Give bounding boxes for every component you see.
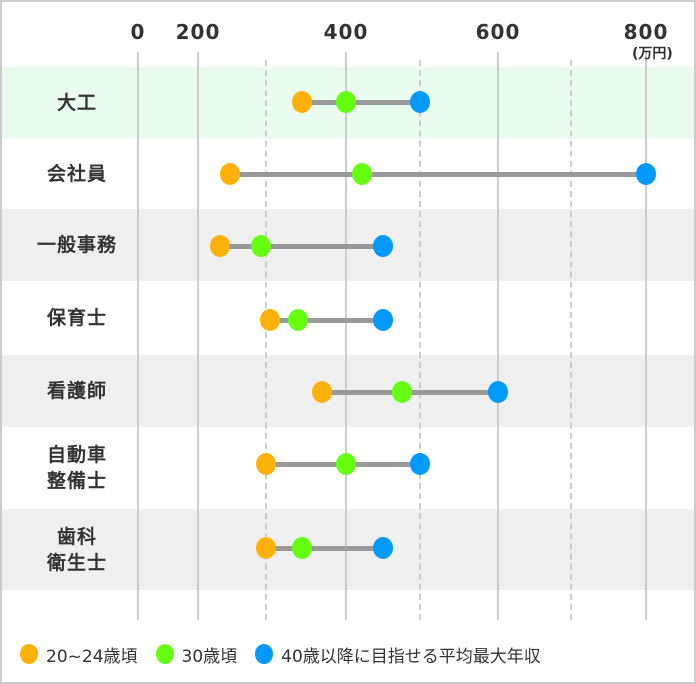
data-point-age-20-24[interactable] [219,163,240,185]
row-label: 会社員 [46,163,107,185]
legend: 20~24歳頃 30歳頃 40歳以降に目指せる平均最大年収 [20,640,541,668]
data-point-age-20-24[interactable] [256,453,276,475]
legend-item: 30歳頃 [155,642,238,667]
legend-label: 40歳以降に目指せる平均最大年収 [281,646,541,667]
row-label: 大工 [56,92,97,114]
data-point-age-30[interactable] [250,235,271,257]
data-point-age-40-max[interactable] [373,537,393,559]
legend-dot-icon [20,644,38,664]
axis-tick-label: 400 [323,20,369,44]
gridline [197,52,199,620]
data-point-age-40-max[interactable] [410,453,430,475]
data-point-age-20-24[interactable] [292,91,312,113]
data-point-age-20-24[interactable] [256,537,276,559]
gridline [265,60,267,620]
range-bar [229,171,646,177]
range-bar [219,243,383,249]
data-point-age-20-24[interactable] [260,309,280,331]
gridline [345,52,347,620]
data-point-age-30[interactable] [336,91,356,113]
gridline [137,52,139,620]
legend-label: 30歳頃 [181,646,238,667]
gridline [645,52,647,620]
data-point-age-40-max[interactable] [488,381,508,403]
data-point-age-30[interactable] [292,537,312,559]
legend-label: 20~24歳頃 [46,646,138,667]
data-point-age-30[interactable] [351,163,372,185]
row-label: 一般事務 [36,234,117,256]
range-bar [270,317,383,323]
data-point-age-40-max[interactable] [373,235,393,257]
data-point-age-30[interactable] [288,309,308,331]
data-point-age-40-max[interactable] [636,163,656,185]
data-point-age-30[interactable] [392,381,413,403]
legend-dot-icon [155,644,174,664]
axis-tick-label: 0 [130,20,146,44]
axis-tick-label: 600 [475,20,521,44]
legend-item: 40歳以降に目指せる平均最大年収 [255,642,541,667]
gridline [419,60,421,620]
data-point-age-40-max[interactable] [410,91,430,113]
data-point-age-40-max[interactable] [373,309,393,331]
row-label: 看護師 [46,380,107,402]
data-point-age-20-24[interactable] [312,381,332,403]
data-point-age-20-24[interactable] [209,235,230,257]
range-bar [302,99,420,105]
legend-dot-icon [255,644,274,664]
row-label: 保育士 [46,307,107,329]
axis-tick-label: 200 [175,20,221,44]
data-point-age-30[interactable] [336,453,356,475]
legend-item: 20~24歳頃 [20,642,138,667]
axis-tick-label: 800 [623,20,669,44]
range-bar [266,545,383,551]
row-label: 自動車 整備士 [46,444,107,492]
row-label: 歯科 衛生士 [46,525,107,574]
gridline [570,60,572,620]
axis-unit-label: (万円) [632,46,673,62]
gridline [497,52,499,620]
